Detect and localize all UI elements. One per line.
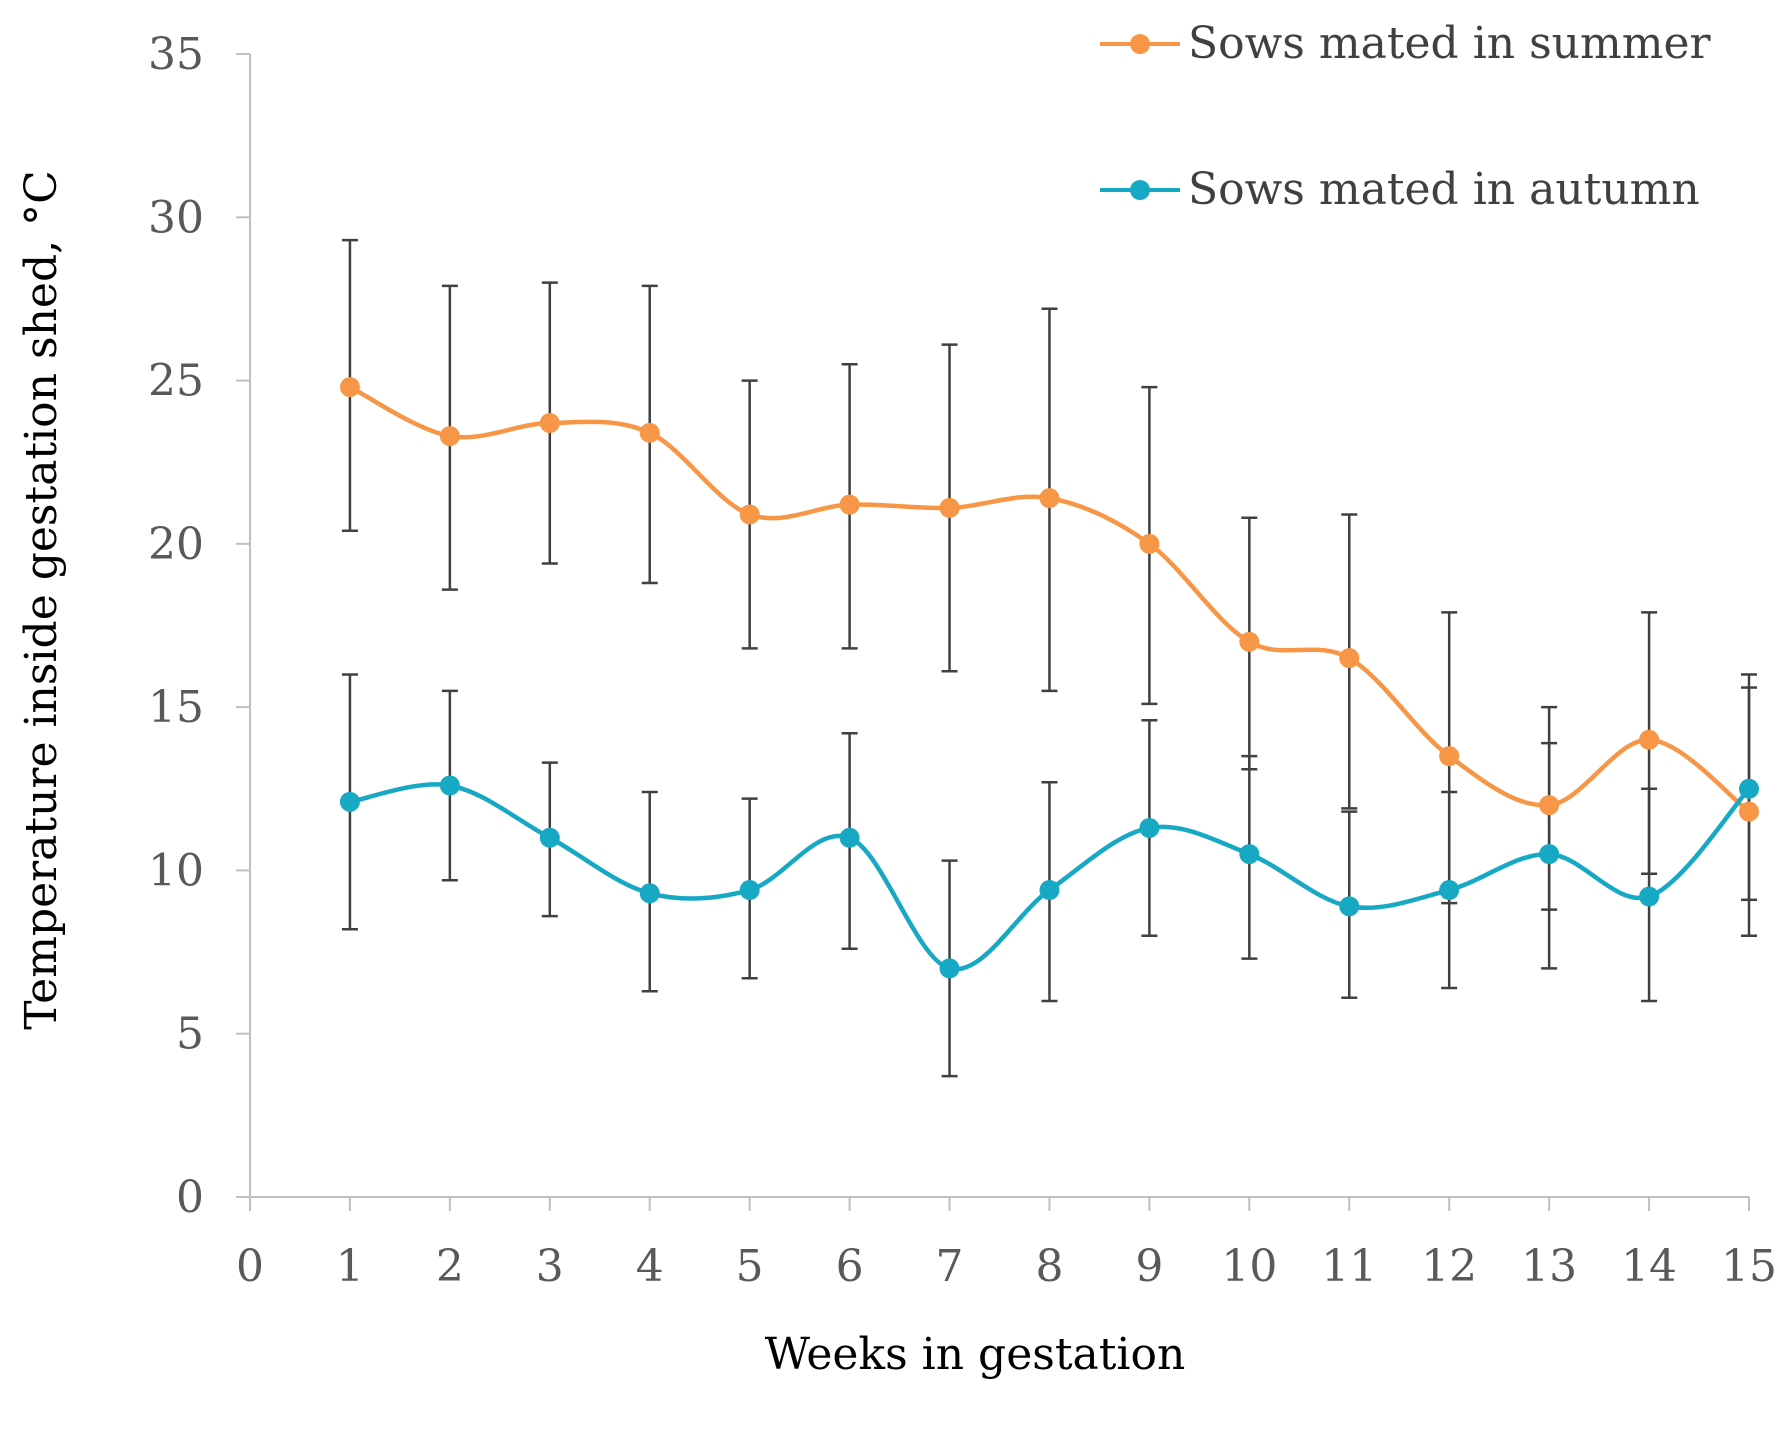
y-tick-label: 0 — [176, 1172, 204, 1223]
data-point-autumn — [1639, 886, 1660, 907]
data-point-summer — [1239, 631, 1260, 652]
x-tick-label: 10 — [1221, 1241, 1277, 1292]
data-point-summer — [639, 422, 660, 443]
data-point-summer — [1639, 729, 1660, 750]
data-point-autumn — [439, 775, 460, 796]
legend: Sows mated in summer Sows mated in autum… — [1100, 18, 1711, 215]
y-tick-label: 35 — [148, 29, 204, 80]
y-axis-ticks: 0 5 10 15 20 25 30 35 — [148, 29, 250, 1223]
x-tick-label: 0 — [236, 1241, 264, 1292]
error-bars — [341, 238, 1757, 1078]
x-tick-label: 5 — [736, 1241, 764, 1292]
x-tick-label: 1 — [336, 1241, 364, 1292]
data-point-summer — [1439, 746, 1460, 767]
data-point-summer — [1339, 648, 1360, 669]
y-tick-label: 5 — [176, 1009, 204, 1060]
data-point-summer — [739, 504, 760, 525]
y-tick-label: 30 — [148, 192, 204, 243]
y-tick-label: 25 — [148, 356, 204, 407]
legend-label-summer: Sows mated in summer — [1188, 18, 1711, 69]
x-axis-ticks: 0 1 2 3 4 5 6 7 8 9 10 11 12 13 14 15 — [236, 1197, 1777, 1292]
x-tick-label: 9 — [1135, 1241, 1163, 1292]
series-markers — [339, 377, 1759, 979]
data-point-autumn — [1439, 880, 1460, 901]
x-tick-label: 4 — [636, 1241, 664, 1292]
x-tick-label: 15 — [1721, 1241, 1777, 1292]
x-tick-label: 7 — [936, 1241, 964, 1292]
data-point-autumn — [939, 958, 960, 979]
x-tick-label: 3 — [536, 1241, 564, 1292]
data-point-autumn — [539, 827, 560, 848]
x-tick-label: 13 — [1521, 1241, 1577, 1292]
data-point-autumn — [1239, 844, 1260, 865]
data-point-autumn — [1739, 778, 1759, 799]
data-point-autumn — [1039, 880, 1060, 901]
legend-item-summer: Sows mated in summer — [1100, 18, 1711, 69]
data-point-summer — [939, 497, 960, 518]
data-point-autumn — [639, 883, 660, 904]
data-point-summer — [839, 494, 860, 515]
data-point-summer — [1539, 795, 1560, 816]
y-tick-label: 10 — [148, 845, 204, 896]
data-point-autumn — [1139, 817, 1160, 838]
x-tick-label: 12 — [1421, 1241, 1477, 1292]
data-point-autumn — [339, 791, 360, 812]
x-tick-label: 11 — [1321, 1241, 1377, 1292]
y-tick-label: 15 — [148, 682, 204, 733]
y-tick-label: 20 — [148, 519, 204, 570]
data-point-autumn — [1339, 896, 1360, 917]
legend-label-autumn: Sows mated in autumn — [1188, 164, 1700, 215]
legend-swatch-marker-autumn — [1130, 180, 1150, 200]
data-point-summer — [1039, 488, 1060, 509]
data-point-summer — [1739, 801, 1759, 822]
x-tick-label: 6 — [836, 1241, 864, 1292]
data-point-summer — [539, 413, 560, 434]
data-point-summer — [1139, 533, 1160, 554]
x-axis-title: Weeks in gestation — [765, 1329, 1186, 1380]
data-point-summer — [439, 426, 460, 447]
axes — [249, 54, 1749, 1198]
data-point-summer — [339, 377, 360, 398]
legend-item-autumn: Sows mated in autumn — [1100, 164, 1700, 215]
data-point-autumn — [739, 880, 760, 901]
x-tick-label: 14 — [1621, 1241, 1677, 1292]
x-tick-label: 8 — [1035, 1241, 1063, 1292]
x-tick-label: 2 — [436, 1241, 464, 1292]
y-axis-title: Temperature inside gestation shed, °C — [16, 170, 67, 1030]
legend-swatch-marker-summer — [1130, 34, 1150, 54]
data-point-autumn — [839, 827, 860, 848]
data-point-autumn — [1539, 844, 1560, 865]
